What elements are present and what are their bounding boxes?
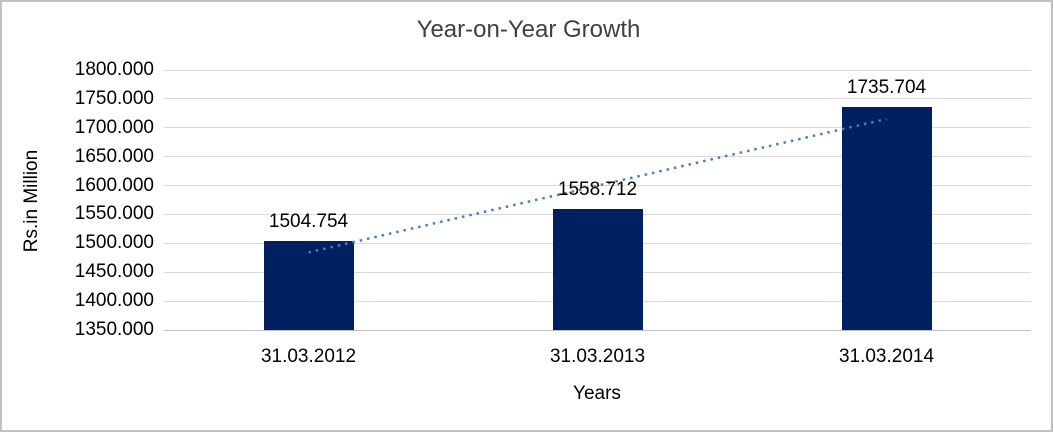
y-gridline: [164, 156, 1031, 158]
y-tick-label: 1350.000: [74, 319, 154, 340]
y-tick-label: 1400.000: [74, 290, 154, 312]
bar: [263, 240, 354, 330]
x-axis-title: Years: [573, 383, 621, 404]
bar: [841, 107, 932, 330]
x-tick-label: 31.03.2013: [549, 346, 646, 367]
x-tick-label: 31.03.2012: [260, 346, 357, 367]
y-tick-label: 1500.000: [74, 232, 154, 254]
chart-title: Year-on-Year Growth: [416, 16, 641, 43]
y-tick-label: 1550.000: [74, 203, 154, 225]
bar: [552, 209, 643, 330]
bar-value-label: 1504.754: [268, 210, 349, 232]
y-gridline: [164, 329, 1031, 331]
y-tick-label: 1800.000: [74, 59, 154, 80]
y-tick-label: 1650.000: [74, 145, 154, 167]
y-tick-label: 1700.000: [74, 116, 154, 138]
y-tick-label: 1600.000: [74, 174, 154, 196]
bar-value-label: 1735.704: [846, 77, 927, 99]
y-gridline: [164, 69, 1031, 71]
y-tick-label: 1450.000: [74, 261, 154, 283]
y-gridline: [164, 127, 1031, 129]
x-tick-label: 31.03.2014: [838, 346, 935, 367]
y-gridline: [164, 185, 1031, 187]
y-tick-label: 1750.000: [74, 87, 154, 109]
bar-value-label: 1558.712: [557, 179, 638, 201]
y-gridline: [164, 98, 1031, 100]
